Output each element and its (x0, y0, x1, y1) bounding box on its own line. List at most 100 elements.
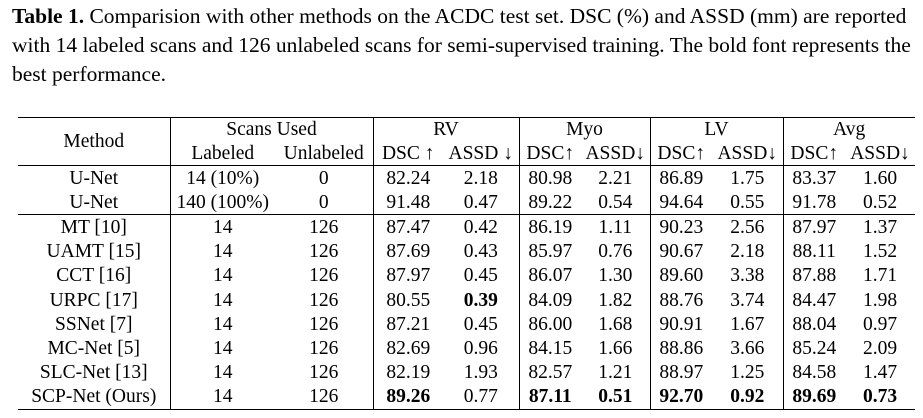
table-cell: 87.97 (386, 265, 431, 287)
results-table: Method Scans Used RV Myo LV Avg Labeled Unlabel… (18, 117, 915, 410)
header-cell: RV (373, 117, 520, 142)
table-cell: 140 (100%) (176, 191, 270, 213)
table-cell: 86.07 (528, 265, 573, 287)
table-cell: 87.21 (386, 313, 431, 335)
table-row: URPC [17] 14 126 80.55 0.39 84.09 1.82 88.76 3.7… (18, 287, 915, 313)
table-cell: 14 (213, 337, 233, 359)
table-cell: URPC [17] (18, 287, 171, 313)
table-cell: UAMT [15] (18, 239, 171, 264)
table-cell: 126 (275, 384, 374, 410)
table-cell: 1.52 (862, 241, 898, 263)
table-row: SSNet [7] 14 126 87.21 0.45 86.00 1.68 90.91 1.6… (18, 312, 915, 337)
header-cell: ASSD↓ (712, 141, 784, 166)
caption: Table 1. Comparision with other methods … (12, 2, 917, 89)
header-cell: Myo (519, 117, 651, 142)
table-cell: 85.24 (792, 337, 837, 359)
table-cell: 87.11 (519, 384, 581, 410)
table-cell: SCP-Net (Ours) (18, 384, 171, 410)
table-cell: 0.96 (443, 336, 520, 361)
header-cell: DSC ↑ (381, 142, 435, 164)
table-cell: 126 (275, 336, 374, 361)
table-cell: 90.67 (659, 241, 704, 263)
table-row: UAMT [15] 14 126 87.69 0.43 85.97 0.76 90.67 2.1… (18, 239, 915, 264)
table-cell: 1.71 (862, 265, 898, 287)
caption-text: Comparision with other methods on the AC… (12, 4, 911, 86)
table-cell: 0.55 (712, 190, 784, 215)
table-cell: 0.45 (443, 263, 520, 288)
table-cell: 84.47 (792, 289, 837, 311)
table-cell: 88.86 (659, 337, 704, 359)
table-cell: 0.43 (443, 239, 520, 264)
header-row: Method Scans Used RV Myo LV Avg (18, 117, 915, 166)
table-cell: 87.47 (386, 216, 431, 238)
table-cell: 90.23 (659, 216, 704, 238)
table-cell: 90.91 (659, 313, 704, 335)
table-cell: 1.21 (581, 360, 651, 385)
table-row: CCT [16] 14 126 87.97 0.45 86.07 1.30 89.60 3.38… (18, 263, 915, 288)
table-cell: 126 (275, 214, 374, 240)
table-cell: 89.22 (528, 191, 573, 213)
table-cell: 0.73 (845, 384, 915, 410)
table-cell: 1.47 (862, 362, 898, 384)
table-row: MC-Net [5] 14 126 82.69 0.96 84.15 1.66 88.86 3.… (18, 336, 915, 361)
table-cell: 1.30 (581, 263, 651, 288)
table-cell: 1.98 (862, 289, 898, 311)
table-cell: 1.60 (862, 167, 898, 189)
table-cell: 126 (275, 239, 374, 264)
table-cell: 2.09 (862, 337, 898, 359)
table-cell: 86.89 (659, 167, 704, 189)
header-row: Labeled Unlabeled DSC ↑ ASSD ↓ DSC↑ ASSD↓ DSC↑… (18, 141, 915, 166)
table-cell: SLC-Net [13] (18, 360, 171, 385)
table-cell: U-Net (18, 190, 171, 215)
table-cell: 0 (275, 165, 374, 191)
table-cell: 91.48 (386, 191, 431, 213)
row-group: MT [10] 14 126 87.47 0.42 86.19 1.11 90.23 2.56 8… (18, 214, 915, 410)
table-cell: 3.74 (712, 287, 784, 313)
table-cell: 82.57 (528, 362, 573, 384)
table-cell: 3.66 (712, 336, 784, 361)
table-cell: 87.88 (792, 265, 837, 287)
table-cell: 89.69 (783, 384, 845, 410)
table-cell: 86.19 (528, 216, 573, 238)
table-cell: 1.25 (712, 360, 784, 385)
table-cell: 88.76 (659, 289, 704, 311)
table-cell: 1.93 (443, 360, 520, 385)
table-cell: 0.76 (581, 239, 651, 264)
table-cell: 3.38 (712, 263, 784, 288)
table-row: U-Net 14 (10%) 0 82.24 2.18 80.98 2.21 86.89 1.7… (18, 165, 915, 191)
table-cell: 0.45 (443, 312, 520, 337)
table-cell: 94.64 (659, 191, 704, 213)
table-cell: 88.97 (659, 362, 704, 384)
table-cell: 14 (213, 241, 233, 263)
table-cell: 0.39 (443, 287, 520, 313)
table-cell: 2.21 (581, 165, 651, 191)
table-cell: 0.54 (581, 190, 651, 215)
table-cell: 82.24 (386, 167, 431, 189)
table-cell: 0 (275, 190, 374, 215)
table-cell: 14 (10%) (186, 167, 260, 189)
table-cell: 83.37 (792, 167, 837, 189)
table-cell: 87.97 (792, 216, 837, 238)
table-cell: MT [10] (18, 214, 171, 240)
header-cell: LV (650, 117, 784, 142)
table-cell: MC-Net [5] (18, 336, 171, 361)
table-cell: 2.56 (712, 214, 784, 240)
header-cell: ASSD↓ (581, 141, 651, 166)
table-cell: 0.52 (862, 191, 898, 213)
table-cell: 80.98 (528, 167, 573, 189)
table-cell: 126 (275, 287, 374, 313)
caption-label: Table 1. (12, 4, 85, 28)
table-cell: 1.11 (581, 214, 651, 240)
table-cell: SSNet [7] (18, 312, 171, 337)
table-cell: 126 (275, 312, 374, 337)
table-cell: 84.09 (528, 289, 573, 311)
table-cell: 82.19 (386, 362, 431, 384)
table-cell: 126 (275, 263, 374, 288)
table-cell: 87.69 (386, 241, 431, 263)
table-row: MT [10] 14 126 87.47 0.42 86.19 1.11 90.23 2.56 8… (18, 214, 915, 240)
table-cell: 84.15 (528, 337, 573, 359)
header-cell: Method (18, 117, 171, 166)
table-header: Method Scans Used RV Myo LV Avg Labeled Unlabel… (18, 117, 915, 166)
table-cell: 91.78 (792, 191, 837, 213)
table-cell: 126 (275, 360, 374, 385)
